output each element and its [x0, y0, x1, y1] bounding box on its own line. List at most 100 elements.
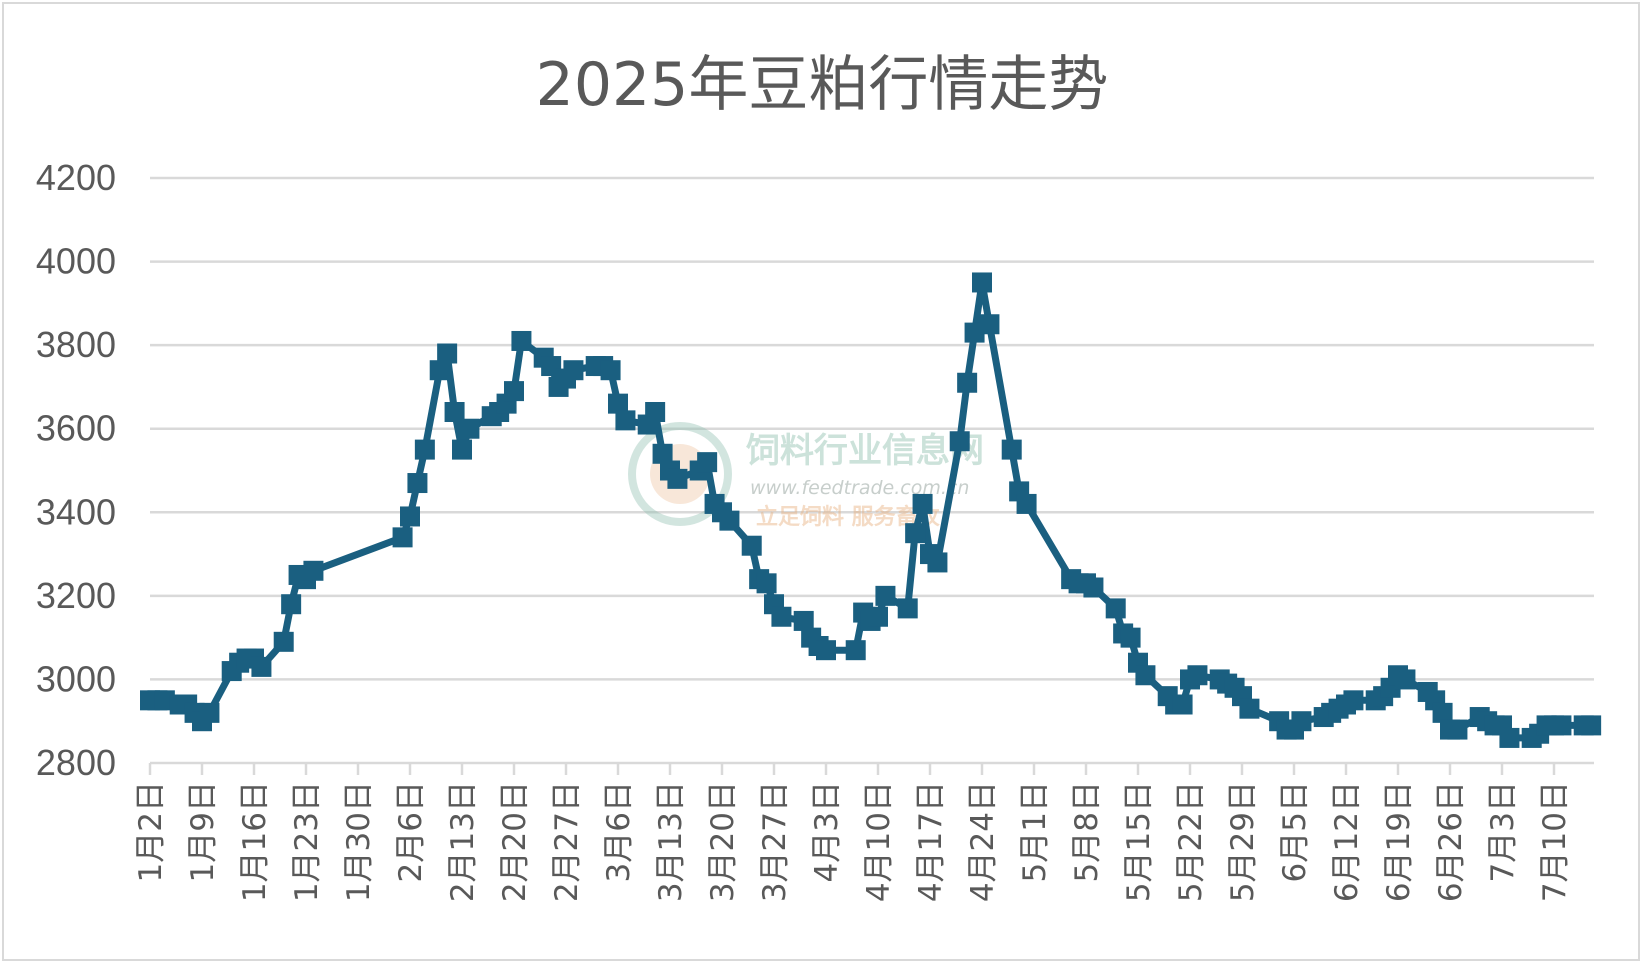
x-tick-label: 4月3日 [809, 781, 845, 882]
x-tick-label: 5月29日 [1225, 781, 1261, 902]
x-tick-label: 3月27日 [757, 781, 793, 902]
watermark-name: 饲料行业信息网 [746, 431, 984, 471]
y-tick-label: 3600 [36, 408, 116, 449]
x-tick-label: 6月19日 [1381, 781, 1417, 902]
x-tick-label: 5月8日 [1069, 781, 1105, 882]
data-point [1239, 698, 1260, 719]
x-axis: 1月2日 1月9日 1月16日 1月23日 1月30日 2月6日 2月13日 2月20日 2月2… [133, 761, 1594, 902]
x-tick-label: 5月1日 [1017, 781, 1053, 882]
data-point [1187, 665, 1208, 686]
data-point [303, 560, 324, 581]
data-point [251, 656, 272, 677]
data-point [1083, 577, 1104, 598]
data-point [563, 360, 584, 381]
x-tick-label: 2月20日 [497, 781, 533, 902]
data-point [793, 610, 814, 631]
x-tick-label: 2月27日 [549, 781, 585, 902]
data-point [719, 510, 740, 531]
x-tick-label: 1月16日 [237, 781, 273, 902]
data-point [273, 631, 294, 652]
data-point [1499, 727, 1520, 748]
data-point [1001, 439, 1022, 460]
data-point [697, 452, 718, 473]
data-point [667, 468, 688, 489]
data-point [400, 506, 420, 527]
x-tick-label: 5月22日 [1173, 781, 1209, 902]
data-point [979, 314, 1000, 335]
data-point [912, 493, 933, 514]
data-point [281, 594, 302, 615]
data-point [1172, 694, 1193, 715]
data-point [1016, 493, 1037, 514]
data-point [897, 598, 918, 619]
y-tick-label: 3400 [36, 491, 116, 532]
data-point [414, 439, 435, 460]
data-point [1447, 719, 1468, 740]
x-tick-label: 4月10日 [861, 781, 897, 902]
data-point [949, 431, 970, 452]
data-point [875, 585, 896, 606]
y-tick-label: 4000 [36, 241, 116, 282]
series-markers [140, 272, 1602, 748]
y-tick-label: 4200 [36, 157, 116, 198]
data-point [957, 372, 978, 393]
y-tick-label: 3800 [36, 324, 116, 365]
data-point [845, 640, 866, 661]
x-tick-label: 1月23日 [289, 781, 325, 902]
x-tick-label: 4月17日 [913, 781, 949, 902]
data-point [868, 606, 888, 627]
data-point [600, 360, 621, 381]
data-point [429, 360, 450, 381]
data-point [199, 702, 220, 723]
x-tick-label: 3月13日 [653, 781, 689, 902]
data-point [437, 343, 458, 364]
data-point [1343, 690, 1364, 711]
data-point [459, 418, 480, 439]
data-point [905, 523, 926, 544]
x-tick-label: 2月6日 [393, 781, 429, 882]
x-tick-label: 1月9日 [185, 781, 221, 882]
x-tick-label: 6月5日 [1277, 781, 1313, 882]
data-point [608, 393, 628, 414]
data-point [452, 439, 472, 460]
x-tick-label: 7月10日 [1537, 781, 1573, 902]
x-tick-label: 2月13日 [445, 781, 481, 902]
x-tick-label: 3月20日 [705, 781, 741, 902]
data-point [392, 527, 413, 548]
data-point [1432, 702, 1453, 723]
x-tick-label: 3月6日 [601, 781, 637, 882]
watermark-url: www.feedtrade.com.cn [750, 477, 969, 499]
gridlines [150, 176, 1594, 681]
x-tick-label: 6月12日 [1329, 781, 1365, 902]
data-point [511, 330, 532, 351]
data-point [927, 552, 948, 573]
data-point [615, 410, 636, 431]
data-point [504, 381, 524, 402]
watermark-logo-icon [628, 422, 732, 526]
y-tick-label: 2800 [36, 742, 116, 783]
y-axis-tick-labels: 2800 3000 3200 3400 3600 3800 4000 4200 [36, 157, 116, 783]
x-tick-label: 1月2日 [133, 781, 169, 882]
data-point [1581, 715, 1602, 736]
y-tick-label: 3200 [36, 575, 116, 616]
data-point [652, 443, 673, 464]
x-tick-label: 4月24日 [965, 781, 1001, 902]
data-point [1395, 669, 1416, 690]
data-point [1135, 665, 1156, 686]
data-point [1120, 627, 1141, 648]
y-tick-label: 3000 [36, 658, 116, 699]
x-tick-label: 1月30日 [341, 781, 377, 902]
x-tick-label: 5月15日 [1121, 781, 1157, 902]
data-point [645, 402, 666, 422]
data-point [1551, 715, 1572, 736]
x-tick-label: 6月26日 [1433, 781, 1469, 902]
data-point [407, 473, 428, 494]
x-tick-label: 7月3日 [1485, 781, 1521, 882]
data-point [756, 573, 777, 594]
data-point [1105, 598, 1126, 619]
chart-title: 2025年豆粕行情走势 [535, 50, 1109, 120]
data-point [444, 402, 465, 422]
data-point [1291, 711, 1312, 732]
